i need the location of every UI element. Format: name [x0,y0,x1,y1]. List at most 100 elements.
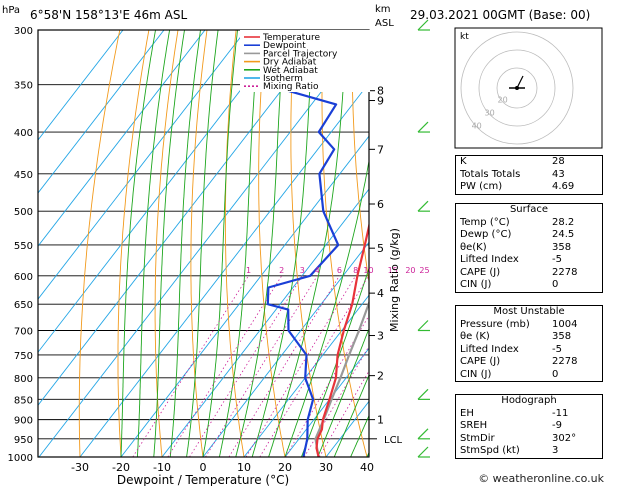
most-unstable-panel: Most Unstable Pressure (mb) 1004 θe (K) 35… [455,305,603,382]
mixing-ratio-line [205,275,318,457]
isotherm-line [79,82,369,457]
wind-barb [417,19,429,31]
indices-panel: K 28 Totals Totals 43 PW (cm) 4.69 [455,155,603,195]
pressure-tick-label: 350 [14,81,33,92]
index-row: Totals Totals 43 [460,168,565,180]
isotherm-line [161,188,369,457]
dry-adiabat-line [224,30,245,457]
surface-row: Lifted Index -5 [460,254,562,265]
index-row: K 28 [460,156,565,167]
legend-label: Temperature [262,33,320,43]
hpa-label: hPa [2,5,20,16]
x-axis-label: Dewpoint / Temperature (°C) [117,473,289,486]
dry-adiabat-line [351,30,369,285]
datetime-header: 29.03.2021 00GMT (Base: 00) [410,8,590,22]
dry-adiabat-line [321,30,368,457]
dry-adiabat-line [78,30,121,457]
pressure-tick-label: 850 [14,395,33,406]
mixing-ratio-axis-label: Mixing Ratio (g/kg) [388,228,401,332]
mixing-ratio-tick-label: 15 [388,266,398,275]
legend-box [240,30,370,92]
wet-adiabat-line [268,30,348,457]
surface-row: CIN (J) 0 [460,279,559,290]
mixing-ratio-tick-label: 2 [279,266,284,275]
hodograph-row: StmDir 302° [460,432,577,444]
wind-barb [417,388,429,400]
mixing-ratio-tick-label: 20 [405,266,415,275]
height-tick-label: 5 [377,242,384,255]
isotherm-line [202,241,369,457]
temperature-tick-label: 40 [360,461,374,474]
wet-adiabat-line [169,30,201,457]
mixing-ratio-tick-label: 6 [337,266,342,275]
location-header: 6°58'N 158°13'E 46m ASL [30,8,187,22]
wet-adiabat-line [317,327,369,457]
height-tick-label: 4 [377,287,384,300]
isotherm-line [38,30,124,141]
most-unstable-row: Lifted Index -5 [460,343,562,355]
surface-row: CAPE (J) 2278 [460,266,578,278]
hodograph-row: SREH -9 [460,420,562,431]
temperature-tick-label: 0 [200,461,207,474]
pressure-tick-label: 900 [14,416,33,427]
legend-label: Dry Adiabat [263,58,317,68]
wind-barb [417,428,429,440]
hodograph-storm-vector [516,75,524,89]
mixing-ratio-tick-label: 4 [315,266,320,275]
wind-barb [417,200,429,212]
index-row: PW (cm) 4.69 [460,181,575,192]
isotherm-line [120,135,369,457]
most-unstable-title: Most Unstable [493,306,565,317]
isotherm-line [38,30,329,406]
most-unstable-row: CAPE (J) 2278 [460,356,578,367]
surface-row: θe(K) 358 [460,241,572,253]
pressure-tick-label: 800 [14,374,33,385]
pressure-tick-label: 1000 [8,453,33,464]
wet-adiabat-line [120,30,156,457]
wet-adiabat-line [218,30,260,457]
hodograph-row: StmSpd (kt) 3 [460,445,559,456]
height-tick-label: 9 [377,95,384,108]
isotherm-line [38,30,247,300]
temperature-tick-label: -30 [71,461,89,474]
dry-adiabat-line [614,30,629,457]
pressure-tick-label: 300 [14,26,33,37]
legend-label: Wet Adiabat [263,66,318,76]
surface-title: Surface [509,204,549,215]
mixing-ratio-line [245,275,356,457]
pressure-tick-label: 400 [14,128,33,139]
mixing-ratio-line [285,314,369,457]
mixing-ratio-line [318,370,369,457]
mixing-ratio-line [132,275,249,457]
mixing-ratio-line [259,275,369,457]
isotherm-line [38,30,165,194]
wet-adiabat-line [202,30,238,457]
hodograph-ring-label: 40 [472,121,482,130]
wet-adiabat-line [333,374,369,457]
temperature-tick-label: -10 [153,461,171,474]
km-label: km [375,4,391,15]
asl-label: ASL [375,18,394,29]
hodograph-panel: Hodograph EH -11 SREH -9 StmDir 302° StmSpd… [455,394,603,459]
height-tick-label: 3 [377,330,384,343]
isotherm-line [243,294,369,457]
pressure-tick-label: 550 [14,241,33,252]
mixing-ratio-line [228,275,340,457]
dewpoint-line [247,30,340,457]
lcl-label: LCL [384,435,403,446]
isotherm-line [38,30,369,457]
pressure-tick-label: 650 [14,300,33,311]
temperature-tick-label: 30 [319,461,333,474]
wet-adiabat-line [300,266,369,457]
temperature-line [315,221,369,457]
legend-label: Dewpoint [263,41,306,51]
hodograph-ring [496,67,538,109]
legend-label: Mixing Ratio [263,82,319,92]
wet-adiabat-line [136,30,171,457]
legend-label: Parcel Trajectory [263,49,338,59]
height-tick-label: 6 [377,198,384,211]
mixing-ratio-tick-label: 10 [363,266,373,275]
height-tick-label: 8 [377,85,384,98]
wind-barb [417,320,429,331]
